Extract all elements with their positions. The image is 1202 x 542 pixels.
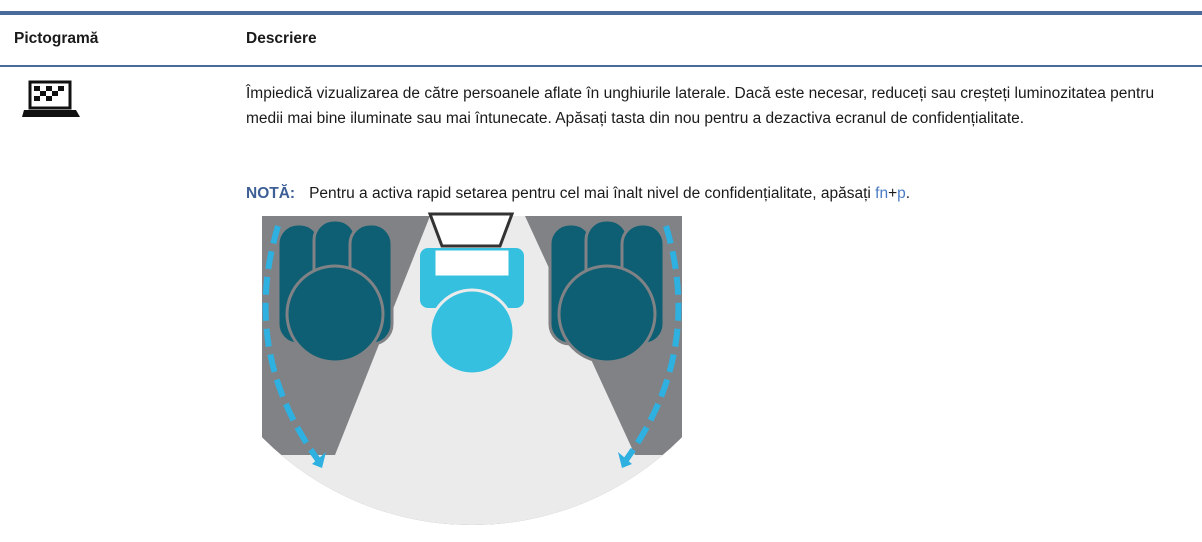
column-header: Pictogramă (14, 30, 99, 47)
note-text: Pentru a activa rapid setarea pentru cel… (309, 185, 871, 202)
plus: + (888, 185, 898, 202)
key: fn (875, 185, 889, 202)
note: NOTĂ: Pentru a activa rapid setarea pentr… (246, 185, 910, 203)
top-rule (0, 11, 1202, 15)
privacy-illustration (262, 212, 682, 525)
header-rule (0, 65, 1202, 67)
key: p (897, 185, 906, 202)
column-header: Descriere (246, 30, 317, 47)
privacy-icon (22, 80, 80, 117)
description: Împiedică vizualizarea de către persoane… (246, 85, 1155, 127)
note-label: NOTĂ: (246, 185, 296, 202)
period: . (905, 185, 911, 202)
